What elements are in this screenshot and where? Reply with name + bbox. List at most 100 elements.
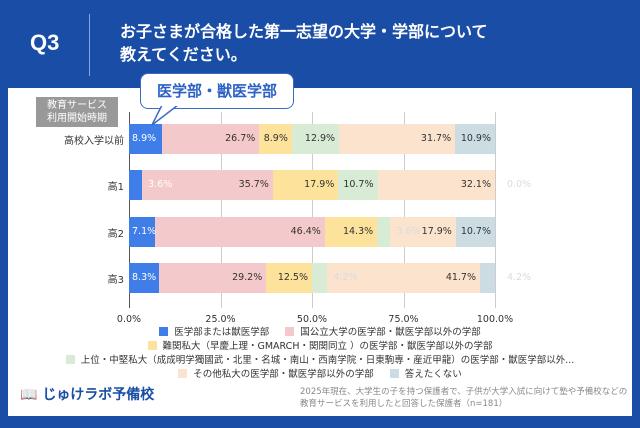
data-label: 4.2% (333, 272, 358, 283)
bar-segment (312, 263, 328, 293)
data-label: 0.0% (507, 179, 532, 190)
bar-segment (455, 124, 495, 154)
legend-row: 難関私大（早慶上理・GMARCH・関関同立 ）の医学部・獣医学部以外の学部 (0, 340, 640, 354)
category-label: 高3 (107, 275, 124, 286)
data-label: 7.1% (132, 226, 157, 237)
legend-item: 医学部または獣医学部 (159, 326, 269, 340)
legend-swatch (178, 369, 188, 378)
legend-label: 答えたくない (404, 369, 462, 380)
x-tick-label: 75.0% (388, 314, 419, 325)
note-line-2: 教育サービスを利用したと回答した保護者（n=181） (300, 399, 508, 409)
logo-text: じゅけラボ予備校 (42, 387, 155, 403)
bar-segment (129, 170, 143, 200)
bar-segment (390, 217, 456, 247)
legend-swatch (159, 327, 169, 336)
legend: 医学部または獣医学部 国公立大学の医学部・獣医学部以外の学部難関私大（早慶上理・G… (0, 326, 640, 382)
category-label: 高校入学以前 (64, 136, 124, 147)
legend-item: その他私大の医学部・獣医学部以外の学部 (178, 368, 374, 382)
logo-book-icon: 📖 (20, 387, 43, 403)
data-label: 41.7% (445, 272, 476, 283)
bar-segment (142, 170, 273, 200)
bar-segment (129, 263, 160, 293)
data-label: 4.2% (507, 272, 532, 283)
data-label: 17.9% (304, 179, 335, 190)
legend-swatch (285, 327, 295, 336)
legend-item: 難関私大（早慶上理・GMARCH・関関同立 ）の医学部・獣医学部以外の学部 (147, 340, 493, 354)
divider (89, 14, 90, 76)
gridline (403, 112, 405, 308)
legend-label: 難関私大（早慶上理・GMARCH・関関同立 ）の医学部・獣医学部以外の学部 (162, 341, 493, 352)
bar-segment (272, 170, 339, 200)
bar-segment (339, 124, 456, 154)
question-title: お子さまが合格した第一志望の大学・学部について 教えてください。 (120, 20, 600, 66)
x-tick-label: 0.0% (116, 314, 142, 325)
callout-tail (151, 105, 180, 126)
bar-segment (266, 263, 312, 293)
legend-item: 国公立大学の医学部・獣医学部以外の学部 (285, 326, 481, 340)
title-line-1: お子さまが合格した第一志望の大学・学部について (120, 22, 488, 41)
legend-swatch (389, 369, 399, 378)
data-label: 12.9% (304, 133, 336, 144)
axis-title-line-1: 教育サービス (47, 100, 107, 111)
legend-item: 答えたくない (389, 368, 462, 382)
axis-title: 教育サービス 利用開始時期 (36, 97, 118, 127)
legend-row: 上位・中堅私大（成成明学獨國武・北里・名城・南山・西南学院・日東駒専・産近甲龍）… (0, 354, 640, 368)
gridline (312, 112, 313, 308)
logo: 📖 じゅけラボ予備校 (20, 384, 154, 404)
bar-segment (324, 217, 378, 247)
bar-segment (291, 124, 340, 154)
bar-segment (154, 217, 325, 247)
question-number: Q3 (30, 30, 60, 55)
data-label: 14.3% (342, 226, 374, 237)
bar-segment (455, 217, 495, 247)
gridline (129, 112, 130, 308)
bar-segment (129, 124, 162, 154)
data-label: 10.7% (343, 179, 374, 190)
category-label: 高2 (107, 229, 124, 240)
x-tick-label: 100.0% (476, 314, 514, 325)
gridline (220, 112, 222, 308)
bar-segment (159, 263, 267, 293)
data-label: 10.9% (460, 133, 491, 144)
legend-swatch (147, 341, 157, 350)
data-label: 8.9% (263, 133, 288, 144)
bar-segment (479, 263, 496, 293)
axis-title-line-2: 利用開始時期 (47, 113, 107, 124)
data-label: 35.7% (238, 179, 269, 190)
data-label: 8.3% (132, 272, 157, 283)
bar-segment (129, 217, 155, 247)
bar-segment (338, 170, 378, 200)
legend-row: 医学部または獣医学部 国公立大学の医学部・獣医学部以外の学部 (0, 326, 640, 340)
legend-row: その他私大の医学部・獣医学部以外の学部 答えたくない (0, 368, 640, 382)
bar-segment (327, 263, 480, 293)
callout-label: 医学部・獣医学部 (140, 73, 294, 109)
data-label: 31.7% (420, 133, 452, 144)
data-label: 12.5% (277, 272, 308, 283)
legend-label: 医学部または獣医学部 (174, 327, 270, 338)
legend-label: その他私大の医学部・獣医学部以外の学部 (193, 369, 374, 380)
bar-segment (377, 217, 391, 247)
data-label: 29.2% (232, 272, 263, 283)
data-label: 10.7% (460, 226, 491, 237)
category-label: 高1 (107, 182, 124, 193)
title-line-2: 教えてください。 (120, 45, 247, 64)
gridline (495, 112, 496, 308)
legend-item: 上位・中堅私大（成成明学獨國武・北里・名城・南山・西南学院・日東駒専・産近甲龍）… (65, 354, 575, 368)
legend-label: 上位・中堅私大（成成明学獨國武・北里・名城・南山・西南学院・日東駒専・産近甲龍）… (80, 355, 575, 366)
data-label: 17.9% (421, 226, 452, 237)
source-note: 2025年現在、大学生の子を持つ保護者で、子供が大学入試に向けて塾や予備校などの… (300, 386, 627, 410)
data-label: 3.6% (148, 179, 173, 190)
bar-segment (161, 124, 260, 154)
data-label: 32.1% (460, 179, 491, 190)
legend-swatch (65, 355, 75, 364)
bar-segment (377, 170, 495, 200)
note-line-1: 2025年現在、大学生の子を持つ保護者で、子供が大学入試に向けて塾や予備校などの (300, 387, 628, 397)
legend-label: 国公立大学の医学部・獣医学部以外の学部 (300, 327, 481, 338)
data-label: 8.9% (132, 133, 157, 144)
bar-segment (259, 124, 292, 154)
data-label: 46.4% (290, 226, 321, 237)
data-label: 3.6% (396, 226, 421, 237)
x-tick-label: 25.0% (205, 314, 236, 325)
x-tick-label: 50.0% (296, 314, 328, 325)
data-label: 26.7% (225, 133, 256, 144)
